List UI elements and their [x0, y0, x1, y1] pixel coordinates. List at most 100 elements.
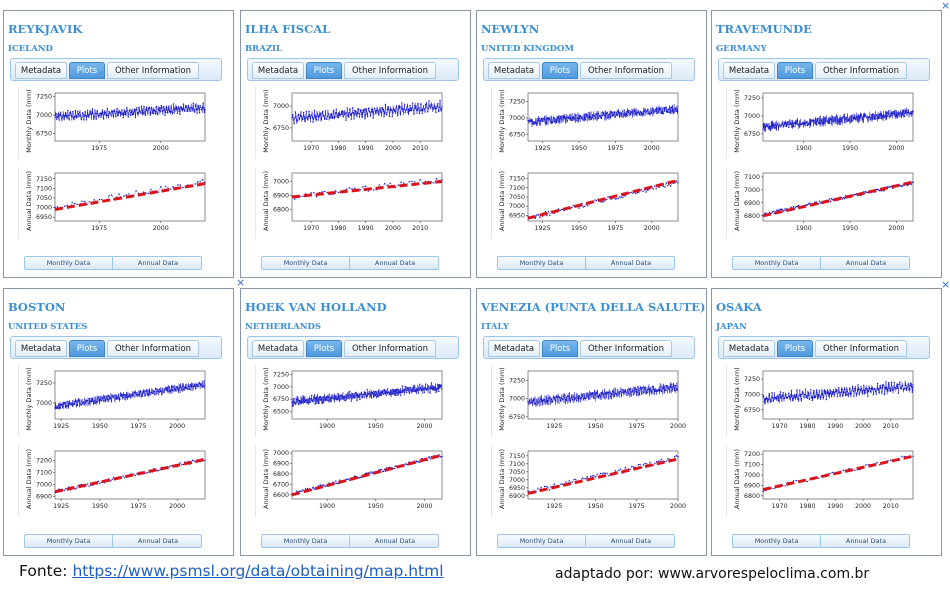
tab-metadata[interactable]: Metadata — [252, 340, 304, 357]
monthly-data-button[interactable]: Monthly Data — [262, 535, 350, 547]
monthly-data-point — [815, 389, 818, 391]
tab-plots[interactable]: Plots — [306, 62, 342, 79]
monthly-data-point — [310, 398, 312, 400]
tab-plots[interactable]: Plots — [777, 340, 813, 357]
tab-other-information[interactable]: Other Information — [580, 340, 672, 357]
monthly-data-button[interactable]: Monthly Data — [498, 535, 586, 547]
annual-data-button[interactable]: Annual Data — [610, 259, 652, 267]
monthly-data-point — [822, 397, 825, 399]
monthly-data-point — [433, 387, 435, 389]
monthly-data-point — [106, 107, 109, 110]
monthly-data-point — [403, 103, 406, 105]
monthly-data-point — [435, 389, 438, 391]
monthly-data-point — [355, 110, 357, 112]
monthly-data-point — [149, 107, 151, 109]
annual-data-button[interactable]: Annual Data — [610, 537, 652, 545]
tab-metadata[interactable]: Metadata — [488, 62, 540, 79]
tab-plots[interactable]: Plots — [777, 62, 813, 79]
close-icon[interactable]: × — [236, 276, 246, 289]
annual-data-point — [147, 471, 149, 474]
tab-plots[interactable]: Plots — [542, 62, 578, 79]
monthly-data-point — [869, 118, 872, 121]
tab-other-information[interactable]: Other Information — [580, 62, 672, 79]
monthly-data-point — [833, 116, 835, 118]
monthly-data-point — [305, 110, 307, 113]
tab-plots[interactable]: Plots — [69, 340, 105, 357]
tab-metadata[interactable]: Metadata — [723, 340, 775, 357]
monthly-data-point — [396, 389, 398, 391]
annual-data-point — [639, 463, 641, 466]
monthly-data-point — [397, 108, 400, 110]
tab-bar: Metadata Plots Other Information — [247, 58, 459, 81]
monthly-data-point — [99, 399, 101, 401]
monthly-data-button[interactable]: Monthly Data — [25, 257, 113, 269]
monthly-data-point — [400, 106, 402, 109]
tab-other-information[interactable]: Other Information — [107, 62, 199, 79]
tab-plots[interactable]: Plots — [542, 340, 578, 357]
tab-other-information[interactable]: Other Information — [815, 340, 907, 357]
annual-data-point — [573, 478, 575, 481]
annual-data-point — [98, 198, 101, 201]
close-icon[interactable]: × — [941, 0, 950, 12]
monthly-data-button[interactable]: Monthly Data — [262, 257, 350, 269]
monthly-data-point — [882, 383, 884, 386]
annual-data-button[interactable]: Annual Data — [374, 537, 416, 545]
annual-data-button[interactable]: Annual Data — [374, 259, 416, 267]
annual-data-button[interactable]: Annual Data — [845, 259, 887, 267]
monthly-data-point — [617, 389, 619, 391]
monthly-data-point — [865, 114, 867, 117]
annual-data-point — [624, 467, 626, 469]
annual-data-button[interactable]: Annual Data — [845, 537, 887, 545]
tab-metadata[interactable]: Metadata — [723, 62, 775, 79]
tab-other-information[interactable]: Other Information — [344, 62, 436, 79]
x-tick-label: 2000 — [169, 503, 185, 510]
tab-metadata[interactable]: Metadata — [252, 62, 304, 79]
annual-data-point — [315, 196, 318, 198]
monthly-data-point — [770, 122, 772, 124]
source-link[interactable]: https://www.psmsl.org/data/obtaining/map… — [72, 562, 444, 580]
monthly-data-point — [850, 392, 852, 395]
annual-data-point — [547, 486, 549, 488]
tab-plots[interactable]: Plots — [306, 340, 342, 357]
x-tick-label: 1900 — [319, 503, 335, 510]
monthly-data-point — [596, 113, 598, 115]
tab-other-information[interactable]: Other Information — [344, 340, 436, 357]
monthly-data-point — [661, 386, 663, 389]
monthly-data-point — [127, 116, 129, 118]
monthly-data-point — [905, 109, 908, 111]
monthly-data-point — [603, 112, 605, 115]
monthly-data-point — [763, 395, 765, 397]
monthly-data-point — [74, 115, 76, 118]
monthly-data-point — [122, 394, 124, 396]
annual-data-point — [578, 207, 580, 209]
monthly-data-point — [300, 402, 303, 404]
tab-metadata[interactable]: Metadata — [15, 62, 67, 79]
tab-other-information[interactable]: Other Information — [107, 340, 199, 357]
monthly-data-point — [589, 115, 592, 118]
annual-data-point — [110, 480, 112, 482]
y-tick-label: 7000 — [509, 203, 525, 210]
monthly-data-point — [337, 393, 339, 395]
annual-data-button[interactable]: Annual Data — [137, 259, 179, 267]
annual-data-button[interactable]: Annual Data — [137, 537, 179, 545]
monthly-data-point — [560, 400, 562, 402]
close-icon[interactable]: × — [941, 278, 950, 291]
tab-plots[interactable]: Plots — [69, 62, 105, 79]
tab-other-information[interactable]: Other Information — [815, 62, 907, 79]
monthly-data-point — [846, 390, 848, 393]
x-tick-label: 2010 — [883, 423, 899, 430]
monthly-data-point — [877, 389, 879, 391]
monthly-data-button[interactable]: Monthly Data — [498, 257, 586, 269]
monthly-data-point — [590, 118, 592, 120]
monthly-data-button[interactable]: Monthly Data — [733, 257, 821, 269]
y-tick-label: 6750 — [273, 125, 289, 132]
monthly-data-point — [173, 390, 175, 392]
monthly-data-button[interactable]: Monthly Data — [25, 535, 113, 547]
monthly-data-button[interactable]: Monthly Data — [733, 535, 821, 547]
tab-metadata[interactable]: Metadata — [15, 340, 67, 357]
annual-data-point — [617, 197, 619, 200]
tab-metadata[interactable]: Metadata — [488, 340, 540, 357]
y-tick-label: 7050 — [509, 194, 525, 201]
monthly-data-point — [584, 119, 587, 121]
